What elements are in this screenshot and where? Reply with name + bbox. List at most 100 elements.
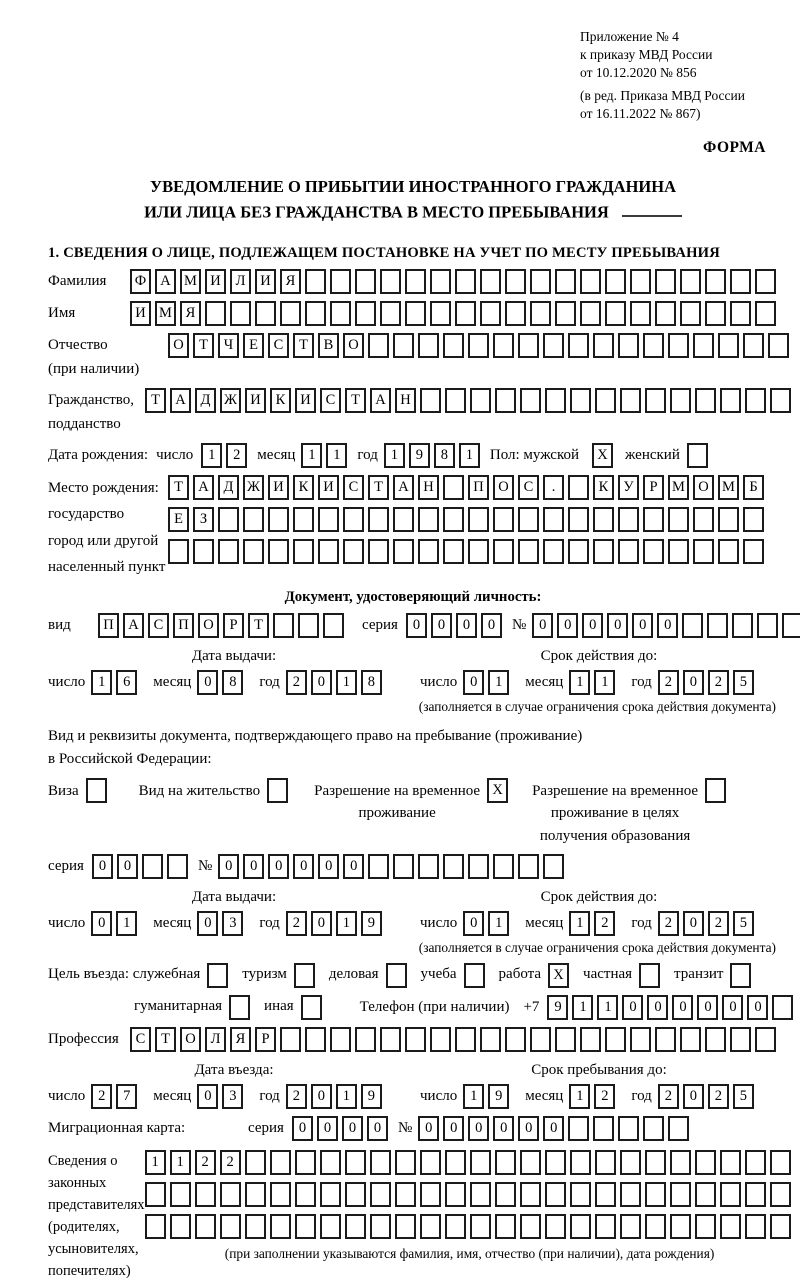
char-cell[interactable]: И <box>268 475 289 501</box>
char-cell[interactable] <box>568 507 589 533</box>
char-cell[interactable] <box>619 1182 641 1208</box>
char-cell[interactable] <box>619 1214 641 1240</box>
char-cell[interactable] <box>380 1027 401 1053</box>
char-cell[interactable] <box>141 854 163 880</box>
char-cell[interactable] <box>144 1182 166 1208</box>
char-cell[interactable] <box>218 539 239 565</box>
char-cell[interactable] <box>668 507 689 533</box>
char-cell[interactable] <box>769 1214 791 1240</box>
char-cell[interactable] <box>519 1182 541 1208</box>
char-cell[interactable] <box>455 1027 476 1053</box>
char-cell[interactable] <box>273 613 294 639</box>
char-cell[interactable] <box>755 301 776 327</box>
char-cell[interactable] <box>530 1027 551 1053</box>
char-cell[interactable] <box>694 1182 716 1208</box>
char-cell[interactable]: Ж <box>220 388 241 414</box>
char-cell[interactable] <box>330 301 351 327</box>
char-cell[interactable]: 0 <box>310 1084 332 1110</box>
char-cell[interactable] <box>568 1116 590 1142</box>
char-cell[interactable]: О <box>198 613 219 639</box>
char-cell[interactable] <box>718 507 739 533</box>
char-cell[interactable] <box>668 539 689 565</box>
char-cell[interactable]: К <box>270 388 291 414</box>
char-cell[interactable]: 0 <box>697 995 719 1021</box>
char-cell[interactable] <box>218 507 239 533</box>
char-cell[interactable]: Я <box>230 1027 251 1053</box>
char-cell[interactable] <box>393 854 415 880</box>
char-cell[interactable]: М <box>180 269 201 295</box>
char-cell[interactable] <box>269 1214 291 1240</box>
char-cell[interactable] <box>219 1214 241 1240</box>
char-cell[interactable]: У <box>618 475 639 501</box>
char-cell[interactable] <box>605 269 626 295</box>
char-cell[interactable]: 0 <box>197 1084 219 1110</box>
char-cell[interactable] <box>494 1214 516 1240</box>
sex-female-checkbox[interactable] <box>686 443 708 469</box>
char-cell[interactable]: 0 <box>243 854 265 880</box>
char-cell[interactable] <box>755 269 776 295</box>
char-cell[interactable]: Т <box>368 475 389 501</box>
char-cell[interactable] <box>468 507 489 533</box>
char-cell[interactable]: 0 <box>657 613 679 639</box>
char-cell[interactable] <box>568 539 589 565</box>
char-cell[interactable] <box>468 854 490 880</box>
char-cell[interactable]: 1 <box>335 911 357 937</box>
char-cell[interactable] <box>418 507 439 533</box>
char-cell[interactable] <box>305 301 326 327</box>
char-cell[interactable]: 0 <box>91 911 113 937</box>
char-cell[interactable] <box>680 301 701 327</box>
char-cell[interactable]: Т <box>155 1027 176 1053</box>
char-cell[interactable]: 0 <box>430 613 452 639</box>
char-cell[interactable]: 1 <box>301 443 323 469</box>
char-cell[interactable]: М <box>155 301 176 327</box>
char-cell[interactable] <box>194 1214 216 1240</box>
char-cell[interactable]: А <box>155 269 176 295</box>
char-cell[interactable] <box>443 475 464 501</box>
char-cell[interactable] <box>166 854 188 880</box>
char-cell[interactable] <box>682 613 704 639</box>
char-cell[interactable] <box>230 301 251 327</box>
char-cell[interactable]: И <box>130 301 151 327</box>
char-cell[interactable] <box>595 388 616 414</box>
char-cell[interactable] <box>655 269 676 295</box>
char-cell[interactable]: 0 <box>480 613 502 639</box>
char-cell[interactable] <box>493 333 514 359</box>
char-cell[interactable] <box>318 539 339 565</box>
char-cell[interactable]: 0 <box>463 670 485 696</box>
char-cell[interactable] <box>493 507 514 533</box>
char-cell[interactable] <box>630 269 651 295</box>
char-cell[interactable]: С <box>148 613 169 639</box>
char-cell[interactable] <box>718 333 739 359</box>
char-cell[interactable] <box>493 539 514 565</box>
char-cell[interactable] <box>443 333 464 359</box>
char-cell[interactable]: 6 <box>116 670 138 696</box>
char-cell[interactable] <box>293 507 314 533</box>
char-cell[interactable] <box>569 1214 591 1240</box>
char-cell[interactable] <box>368 507 389 533</box>
char-cell[interactable]: Я <box>280 269 301 295</box>
char-cell[interactable]: 2 <box>285 1084 307 1110</box>
char-cell[interactable] <box>570 388 591 414</box>
char-cell[interactable]: Н <box>418 475 439 501</box>
char-cell[interactable] <box>369 1182 391 1208</box>
char-cell[interactable] <box>194 1182 216 1208</box>
char-cell[interactable]: П <box>468 475 489 501</box>
char-cell[interactable] <box>545 388 566 414</box>
char-cell[interactable] <box>380 301 401 327</box>
char-cell[interactable] <box>505 269 526 295</box>
char-cell[interactable] <box>280 1027 301 1053</box>
char-cell[interactable]: Е <box>168 507 189 533</box>
char-cell[interactable] <box>772 995 794 1021</box>
char-cell[interactable] <box>445 388 466 414</box>
char-cell[interactable] <box>369 1214 391 1240</box>
char-cell[interactable] <box>618 539 639 565</box>
char-cell[interactable] <box>469 1214 491 1240</box>
char-cell[interactable] <box>495 388 516 414</box>
char-cell[interactable] <box>393 539 414 565</box>
char-cell[interactable]: 0 <box>518 1116 540 1142</box>
char-cell[interactable]: 1 <box>383 443 405 469</box>
char-cell[interactable]: 0 <box>493 1116 515 1142</box>
char-cell[interactable]: 0 <box>455 613 477 639</box>
char-cell[interactable] <box>480 301 501 327</box>
char-cell[interactable] <box>618 1116 640 1142</box>
